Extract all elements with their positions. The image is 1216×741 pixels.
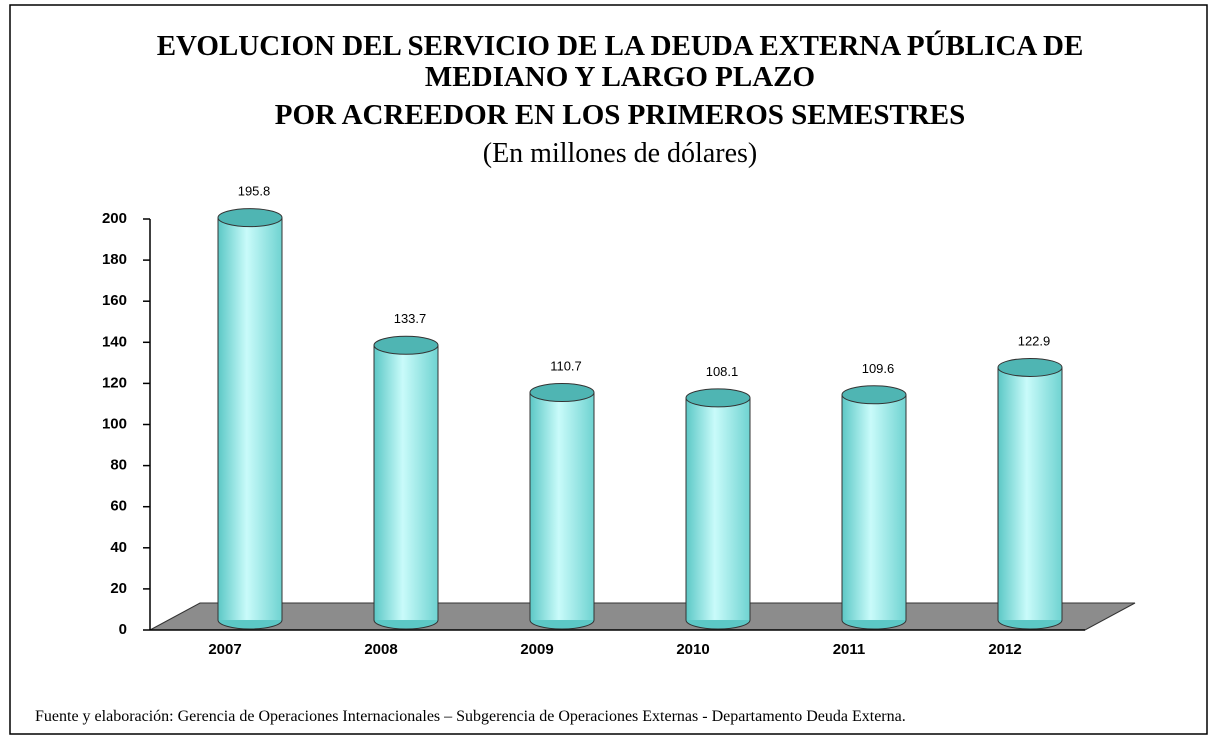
y-tick-label: 20 [110,580,127,597]
bar-top [841,385,907,405]
y-tick-label: 60 [110,498,127,515]
y-tick-label: 40 [110,539,127,556]
x-tick-label: 2009 [520,641,553,658]
value-label: 108.1 [706,364,739,379]
y-tick-label: 180 [102,251,127,268]
bar [842,394,906,620]
source-note: Fuente y elaboración: Gerencia de Operac… [35,708,906,725]
value-label: 110.7 [550,359,582,374]
bar-top [529,383,595,403]
bar [374,345,438,620]
value-label: 195.8 [238,184,271,199]
y-tick-label: 120 [102,374,127,391]
value-label: 122.9 [1018,333,1051,348]
floor [149,602,1136,631]
y-tick-label: 140 [102,333,127,350]
bar [530,392,594,620]
bar-top [217,208,283,228]
bar [218,217,282,621]
x-tick-label: 2012 [988,641,1021,658]
value-label: 133.7 [394,311,427,326]
chart-title: MEDIANO Y LARGO PLAZO [425,61,815,93]
x-tick-label: 2008 [364,641,397,658]
bar [686,397,750,620]
y-tick-label: 160 [102,292,127,309]
bar-top [373,335,439,355]
bar-top [997,357,1063,377]
frame [9,4,1208,735]
y-tick-label: 100 [102,415,127,432]
chart-title: EVOLUCION DEL SERVICIO DE LA DEUDA EXTER… [157,29,1084,62]
y-tick-label: 200 [102,210,127,227]
bar [998,367,1062,620]
value-label: 109.6 [862,361,895,376]
bar-top [685,388,751,408]
x-tick-label: 2011 [833,641,866,658]
y-tick-label: 80 [110,457,127,474]
y-tick-label: 0 [119,621,127,638]
x-tick-label: 2007 [208,641,241,658]
x-tick-label: 2010 [676,641,709,658]
chart-subtitle: (En millones de dólares) [483,138,757,169]
chart-title: POR ACREEDOR EN LOS PRIMEROS SEMESTRES [275,99,966,131]
